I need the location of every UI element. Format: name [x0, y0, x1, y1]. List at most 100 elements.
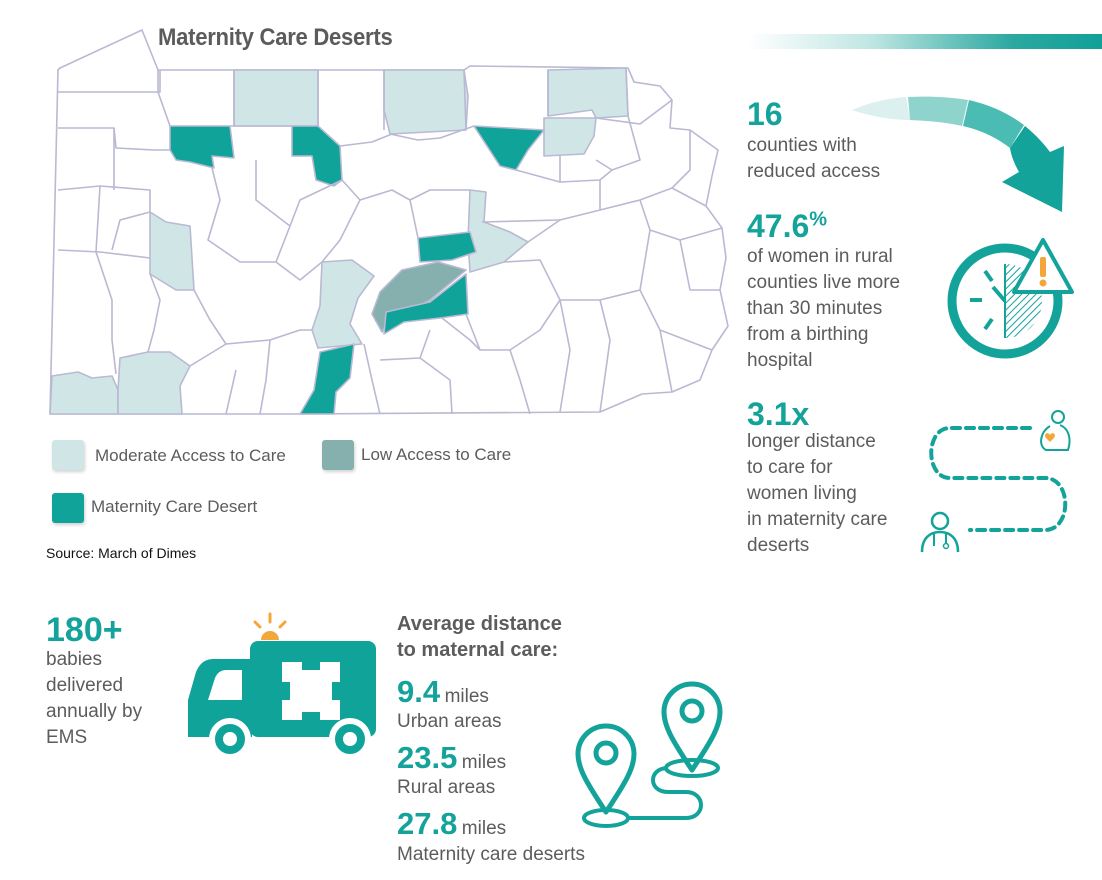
legend-label-low: Low Access to Care [361, 445, 512, 464]
county-border [157, 91, 171, 127]
stat-counties-line: counties with [747, 135, 857, 156]
decorative-gradient-bar [748, 34, 1102, 49]
county-border [527, 187, 707, 243]
county-border [95, 185, 117, 375]
stat-counties-value: 16 [747, 96, 783, 132]
county-border [189, 289, 227, 367]
distance-value: 9.4 [397, 674, 441, 709]
stat-distance-ratio-line: deserts [747, 535, 810, 556]
stat-rural-value: 47.6% [747, 208, 827, 245]
county-border [595, 115, 641, 171]
county-border [363, 343, 381, 415]
stat-rural-line: of women in rural [747, 246, 893, 267]
map-title: Maternity Care Deserts [158, 24, 393, 51]
county-border [259, 339, 271, 415]
county-border [559, 299, 571, 413]
distance-unit: miles [461, 752, 507, 773]
stat-distance-ratio-text: longer distance to care for women living in… [747, 429, 887, 559]
stat-rural-line: from a birthing [747, 324, 869, 345]
stat-counties-text: counties with reduced access [747, 133, 880, 185]
county-border [441, 317, 481, 351]
ambulance-icon [188, 612, 376, 760]
legend-swatch-desert [52, 493, 84, 523]
county-border [599, 299, 611, 413]
distance-label: Rural areas [397, 777, 496, 798]
stat-ems-line: EMS [46, 727, 88, 748]
legend-label-moderate: Moderate Access to Care [95, 446, 286, 465]
legend-swatch-low [322, 440, 354, 470]
county-desert [291, 125, 343, 187]
source-note: Source: March of Dimes [46, 545, 197, 561]
county-moderate [49, 371, 119, 415]
distance-heading-line: Average distance [397, 613, 562, 635]
county-border [207, 167, 343, 263]
county-moderate [117, 351, 191, 415]
distance-value: 23.5 [397, 740, 458, 775]
county-border [111, 211, 151, 251]
county-border [595, 99, 673, 125]
distance-value: 27.8 [397, 806, 458, 841]
county-moderate [543, 117, 597, 157]
county-moderate [233, 69, 319, 127]
county-border [625, 67, 629, 117]
distance-label: Urban areas [397, 711, 502, 732]
stat-ems-line: delivered [46, 675, 124, 696]
pennsylvania-county-map [49, 29, 729, 415]
distance-item-deserts: 27.8 miles [397, 806, 506, 842]
county-border [679, 239, 720, 291]
county-moderate [547, 67, 629, 119]
distance-unit: miles [461, 818, 507, 839]
mother-doctor-path-icon [920, 410, 1071, 553]
curved-arrow-icon [852, 96, 1064, 212]
county-moderate [383, 69, 469, 135]
stat-distance-ratio-line: longer distance [747, 431, 876, 452]
county-border [341, 179, 470, 201]
county-desert [169, 125, 235, 169]
county-border [481, 219, 561, 223]
county-moderate [311, 259, 375, 349]
county-border [509, 299, 561, 351]
stat-rural-line: hospital [747, 350, 813, 371]
county-border [339, 133, 393, 147]
stat-rural-text: of women in rural counties live more than … [747, 244, 900, 374]
stat-ems-line: annually by [46, 701, 143, 722]
county-borders [57, 67, 723, 415]
stat-ems-text: babies delivered annually by EMS [46, 647, 142, 751]
county-border [255, 160, 291, 227]
county-border [671, 130, 691, 189]
stat-rural-number: 47.6 [747, 208, 810, 244]
county-border [639, 199, 673, 393]
county-border [463, 69, 467, 131]
legend-swatch-moderate [52, 440, 84, 470]
county-moderate [149, 189, 195, 291]
distance-unit: miles [444, 686, 489, 707]
legend-label-desert: Maternity Care Desert [91, 497, 258, 516]
stat-distance-ratio-value: 3.1x [747, 396, 810, 432]
distance-label: Maternity care deserts [397, 844, 585, 865]
distance-heading-line: to maternal care: [397, 639, 559, 661]
distance-item-rural: 23.5 miles [397, 740, 506, 776]
stat-distance-ratio-line: women living [747, 483, 857, 504]
county-border [659, 329, 713, 351]
clock-warning-icon [947, 238, 1074, 359]
county-border [225, 329, 312, 345]
county-border [58, 127, 170, 151]
county-border [147, 273, 161, 353]
county-border [389, 125, 475, 141]
stat-counties-line: reduced access [747, 161, 881, 182]
county-border [379, 357, 453, 415]
stat-distance-ratio-line: to care for [747, 457, 833, 478]
stat-rural-line: counties live more [747, 272, 901, 293]
county-desert [299, 343, 355, 415]
county-border [58, 70, 161, 93]
county-desert [473, 125, 545, 171]
county-border [419, 329, 431, 359]
stat-ems-value: 180+ [46, 611, 123, 649]
county-desert [383, 273, 469, 335]
stat-ems-line: babies [46, 649, 102, 670]
stat-distance-ratio-line: in maternity care [747, 509, 888, 530]
stat-rural-line: than 30 minutes [747, 298, 883, 319]
county-border [57, 249, 151, 259]
county-shapes [49, 29, 729, 415]
county-border [275, 261, 323, 281]
